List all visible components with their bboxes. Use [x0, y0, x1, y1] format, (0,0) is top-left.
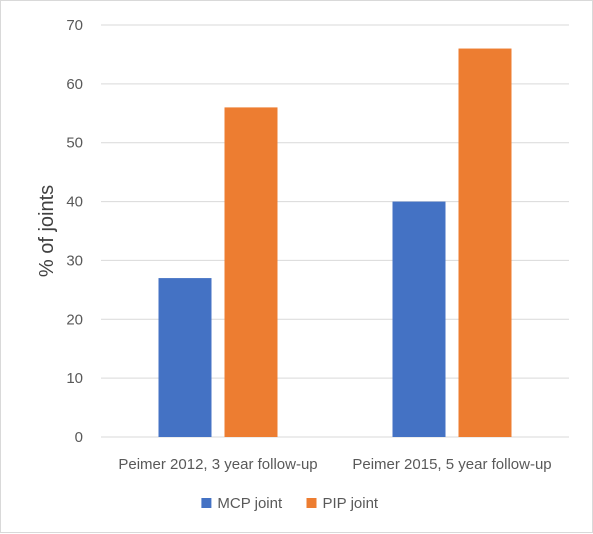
bars	[158, 48, 512, 438]
bar-mcp-joint-0	[158, 278, 212, 437]
x-tick-label-1: Peimer 2015, 5 year follow-up	[352, 456, 551, 473]
y-tick-label-0: 0	[75, 429, 83, 446]
legend: MCP joint PIP joint	[201, 495, 379, 512]
y-tick-label-50: 50	[66, 135, 83, 152]
bar-mcp-joint-1	[392, 201, 446, 437]
legend-swatch-mcp-joint	[201, 498, 212, 508]
y-axis-label: % of joints	[36, 185, 58, 277]
y-tick-label-30: 30	[66, 252, 83, 269]
legend-label-pip-joint: PIP joint	[323, 495, 379, 512]
y-tick-label-60: 60	[66, 76, 83, 93]
legend-label-mcp-joint: MCP joint	[217, 495, 283, 512]
y-tick-label-10: 10	[66, 370, 83, 387]
y-tick-label-20: 20	[66, 311, 83, 328]
y-tick-label-70: 70	[66, 17, 83, 34]
legend-swatch-pip-joint	[306, 498, 317, 508]
x-tick-label-0: Peimer 2012, 3 year follow-up	[118, 456, 317, 473]
bar-pip-joint-1	[458, 48, 512, 438]
bar-pip-joint-0	[224, 107, 278, 438]
axes: 0 10 20 30 40 50 60 70 Peimer 2012, 3 year follo…	[66, 17, 551, 473]
y-tick-label-40: 40	[66, 194, 83, 211]
